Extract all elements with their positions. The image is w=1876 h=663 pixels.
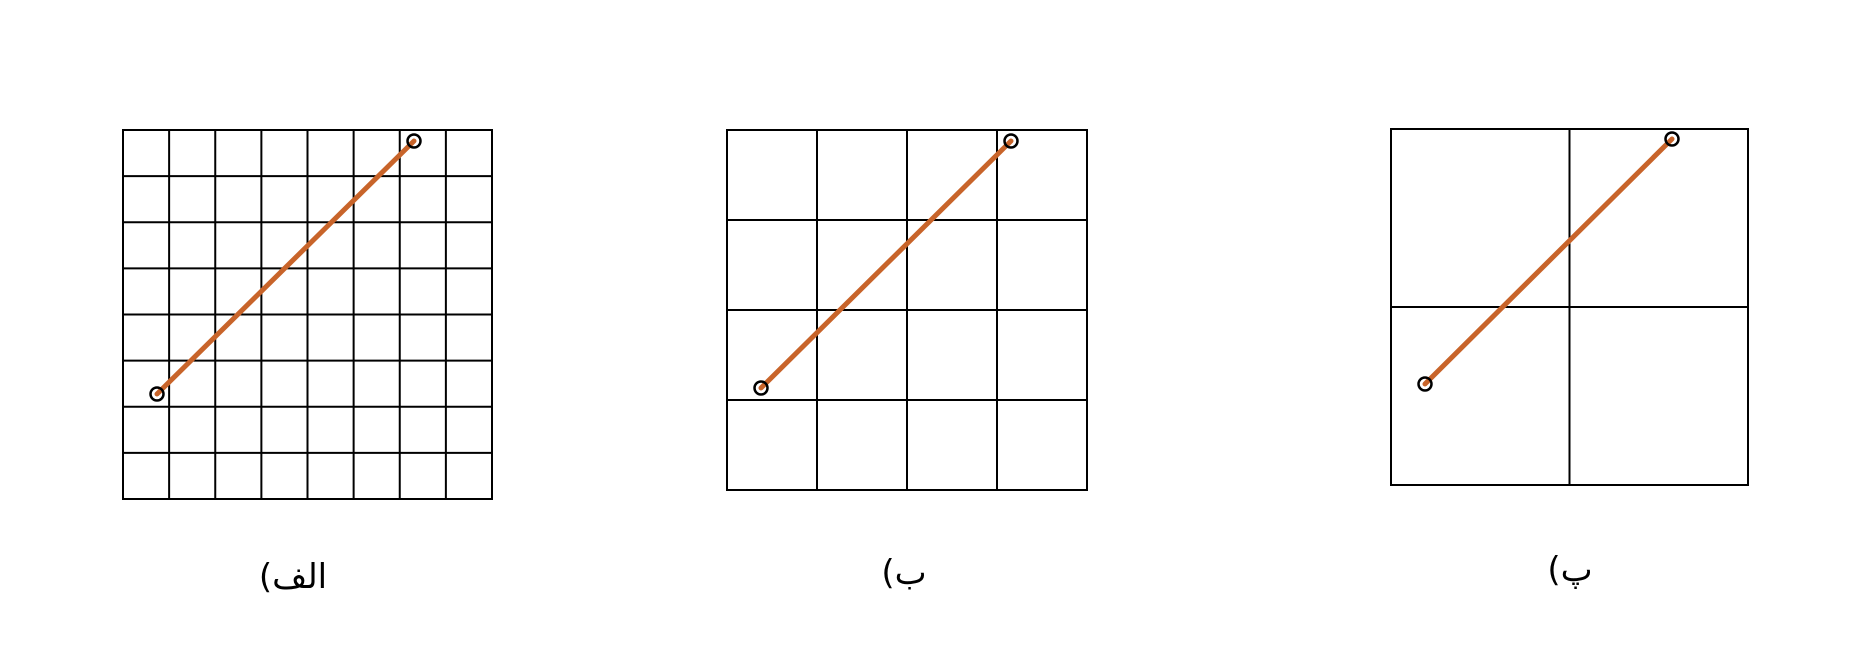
- panel-label-alef: الف): [258, 557, 328, 597]
- line-segment: [154, 138, 417, 397]
- panel-label-pe: پ): [1547, 550, 1593, 590]
- grid-panel-alef: [122, 129, 493, 500]
- grid-panel-be: [726, 129, 1088, 491]
- grid-border: [122, 129, 493, 500]
- line-segment: [1422, 136, 1675, 387]
- grid-panel-pe: [1390, 128, 1749, 486]
- line-segment: [758, 138, 1014, 391]
- end-endpoint: [406, 133, 422, 149]
- grid-border: [1390, 128, 1749, 486]
- end-endpoint: [1003, 133, 1019, 149]
- grid-border: [726, 129, 1088, 491]
- start-endpoint: [1417, 376, 1433, 392]
- panel-label-be: ب): [881, 553, 927, 593]
- start-endpoint: [753, 380, 769, 396]
- end-endpoint: [1664, 131, 1680, 147]
- start-endpoint: [149, 386, 165, 402]
